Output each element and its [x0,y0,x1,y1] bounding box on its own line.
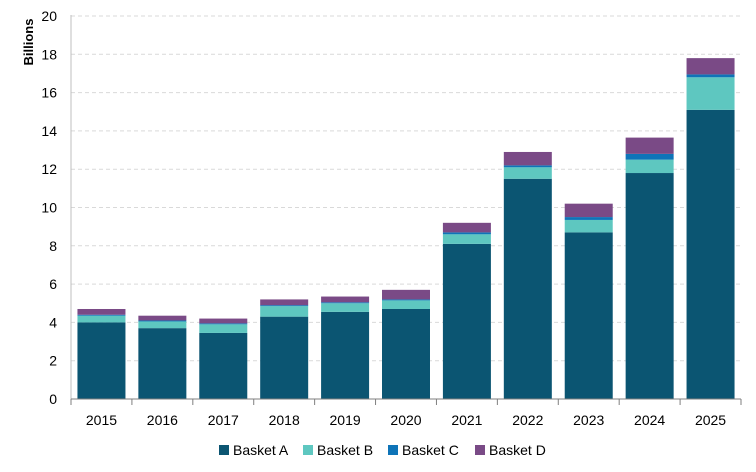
bar-segment [442,232,491,235]
y-tick-label: 20 [41,8,57,24]
bar-segment [382,299,430,301]
legend-label: Basket A [233,442,289,458]
bar-segment [77,314,126,316]
bar-segment [503,165,552,168]
bar-segment [564,217,613,220]
legend-label: Basket B [317,442,373,458]
bar-segment [260,305,309,307]
bar-segment [625,173,674,399]
bar-segment [382,308,430,399]
x-tick-label: 2019 [330,412,361,428]
bar-segment [442,222,491,233]
y-axis-title: Billions [21,19,36,66]
legend-swatch [303,445,313,455]
bar-segment [686,77,735,110]
x-tick-label: 2018 [269,412,300,428]
bar-segment [382,289,430,300]
bar-segment [564,219,613,233]
bar-segment [77,315,126,323]
y-tick-label: 10 [41,200,57,216]
x-tick-label: 2024 [634,412,665,428]
bar-segment [138,320,187,322]
bar-segment [442,243,491,399]
legend-swatch [388,445,398,455]
bar-segment [77,322,126,399]
legend-label: Basket D [489,442,546,458]
bar-segment [503,151,552,166]
bar-segment [321,303,370,312]
x-tick-label: 2023 [573,412,604,428]
y-tick-label: 16 [41,85,57,101]
bar-segment [138,328,187,399]
bar-segment [686,58,735,75]
x-tick-label: 2022 [512,412,543,428]
bar-segment [199,323,248,325]
x-tick-label: 2016 [147,412,178,428]
y-tick-label: 18 [41,46,57,62]
bar-segment [503,178,552,399]
bar-segment [199,318,248,324]
bar-segment [321,302,370,304]
bar-segment [442,234,491,244]
bar-segment [199,324,248,333]
axes [70,15,742,405]
bar-segment [138,315,187,321]
y-tick-label: 12 [41,161,57,177]
bar-segment [77,308,126,315]
x-tick-label: 2017 [208,412,239,428]
x-tick-label: 2015 [86,412,117,428]
legend-swatch [219,445,229,455]
y-tick-label: 8 [49,238,57,254]
x-tick-label: 2020 [390,412,421,428]
bar-segment [686,74,735,78]
y-tick-label: 4 [49,314,57,330]
y-tick-label: 2 [49,353,57,369]
bars [77,58,735,400]
bar-segment [260,299,309,306]
bar-segment [564,203,613,218]
bar-segment [686,109,735,400]
y-tick-label: 0 [49,391,57,407]
y-tick-label: 6 [49,276,57,292]
x-tick-label: 2025 [695,412,726,428]
bar-segment [138,321,187,329]
bar-segment [564,232,613,399]
bar-segment [260,306,309,317]
legend: Basket A Basket B Basket C Basket D [219,442,546,458]
bar-segment [321,296,370,303]
bar-segment [625,137,674,154]
bar-segment [260,316,309,399]
y-tick-labels: 0 2 4 6 8 10 12 14 16 18 20 [41,8,57,407]
x-tick-labels: 2015 2016 2017 2018 2019 2020 2021 2022 2023 2024… [86,412,726,428]
bar-segment [321,311,370,399]
legend-swatch [475,445,485,455]
legend-label: Basket C [402,442,459,458]
bar-segment [382,300,430,309]
bar-segment [625,153,674,160]
x-tick-label: 2021 [451,412,482,428]
bar-segment [503,167,552,179]
bar-segment [199,332,248,399]
y-tick-label: 14 [41,123,57,139]
bar-segment [625,159,674,174]
